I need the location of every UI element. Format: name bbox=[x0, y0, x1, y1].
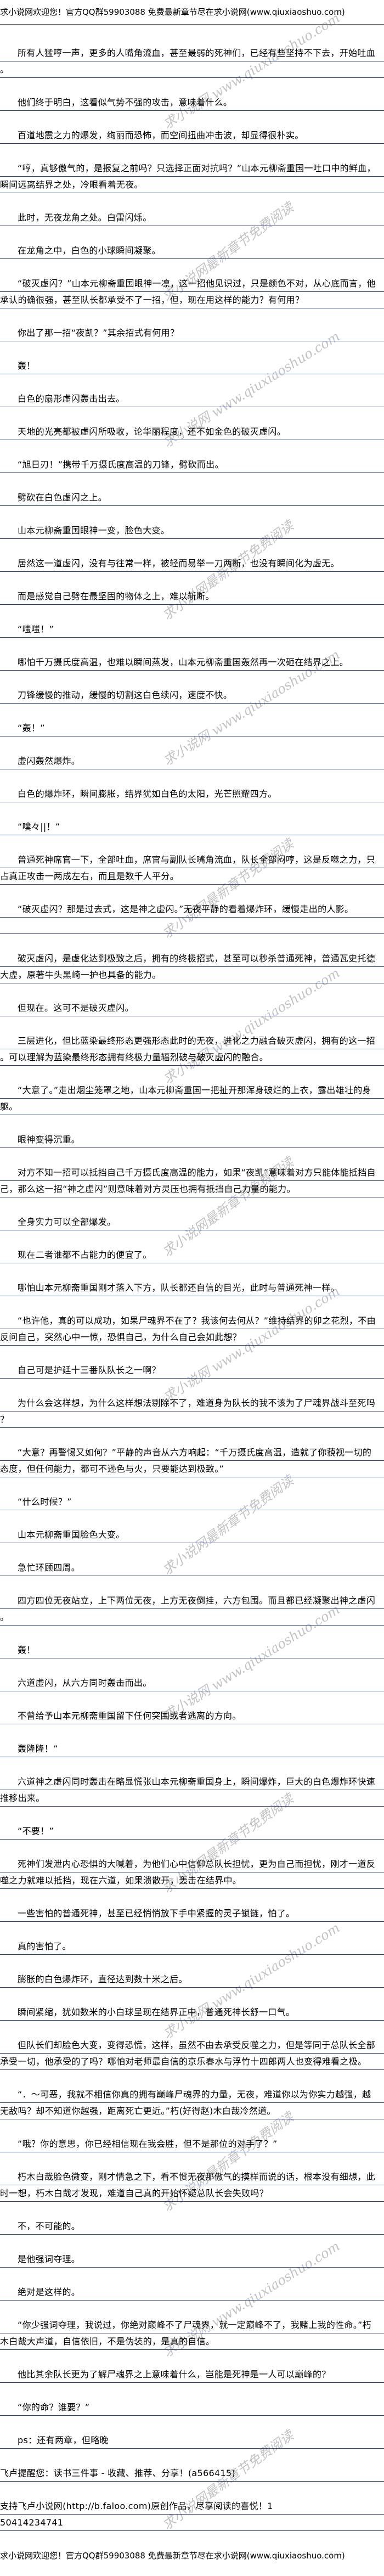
paragraph: 膨胀的白色爆炸环，直径达到数十米之后。 bbox=[0, 1971, 384, 1988]
site-welcome-footer: 求小说网欢迎您！官方QQ群59903088 免费最新章节尽在求小说网(www.q… bbox=[0, 2551, 345, 2561]
paragraph: 你出了那一招“夜凯？”其余招式有何用？ bbox=[0, 325, 384, 341]
paragraph: 轰隆隆！” bbox=[0, 1741, 384, 1757]
paragraph: “嗤嗤！” bbox=[0, 621, 384, 638]
paragraph: 在龙角之中，白色的小球瞬间凝聚。 bbox=[0, 243, 384, 259]
paragraph: “不要！” bbox=[0, 1823, 384, 1840]
paragraph: 他们终于明白，这看似气势不强的攻击，意味着什么。 bbox=[0, 94, 384, 111]
paragraph: 眼神变得沉重。 bbox=[0, 1132, 384, 1148]
paragraph: “破灭虚闪？那是过去式，这是神之虚闪。”无夜平静的看着爆炸环，缓慢走出的人影。 bbox=[0, 901, 384, 934]
paragraph: 普通死神席官一下，全部吐血，席官与副队长嘴角流血，队长全部闷哼，这是反噬之力，只… bbox=[0, 852, 384, 885]
paragraph: 六道虚闪，从六方同时轰击而出。 bbox=[0, 1675, 384, 1691]
paragraph: “哦？你的意思，你已经相信现在我会胜，但不是那位的对手了？” bbox=[0, 2136, 384, 2152]
paragraph: 居然这一道虚闪，没有与往常一样，被轻而易举一刀两断，也没有瞬间化为虚无。 bbox=[0, 555, 384, 572]
paragraph: 真的害怕了。 bbox=[0, 1938, 384, 1955]
paragraph: “破灭虚闪？”山本元柳斋重国眼神一凛，这一招他见识过，只是颜色不对，从心底而言，… bbox=[0, 275, 384, 308]
paragraph: 但现在。这可不是破灭虚闪。 bbox=[0, 1000, 384, 1016]
paragraph: 一些害怕的普通死神，甚至已经悄悄放下手中紧握的灵子锁链，怕了。 bbox=[0, 1905, 384, 1922]
paragraph: “旭日刃！”携带千万摄氏度高温的刀锋，劈砍而出。 bbox=[0, 457, 384, 473]
notice-line: 飞卢提醒您：读书三件事 - 收藏、推荐、分享！(a566415) bbox=[0, 2465, 384, 2482]
paragraph: 此时，无夜龙角之处。白雷闪烁。 bbox=[0, 210, 384, 226]
paragraph: 全身实力可以全部爆发。 bbox=[0, 1214, 384, 1230]
paragraph: 所有人猛哼一声，更多的人嘴角流血，甚至最弱的死神们，已经有些坚持不下去，开始吐血… bbox=[0, 45, 384, 78]
notice-line: 支持飞卢小说网(http://b.faloo.com)原创作品，尽享阅读的喜悦！… bbox=[0, 2498, 384, 2515]
paragraph: 急忙环顾四周。 bbox=[0, 1560, 384, 1576]
paragraph: 自己可是护廷十三番队队长之一啊？ bbox=[0, 1362, 384, 1379]
paragraph: 他比其余队长更为了解尸魂界之上意味着什么，岂能是死神是一人可以巅峰的？ bbox=[0, 2366, 384, 2383]
paragraph: 三层进化，但比蓝染最终形态更强形态此时的无夜，进化之力融合破灭虚闪，拥有的这一招… bbox=[0, 1033, 384, 1066]
paragraph: “哼，真够傲气的，是报复之前吗？只选择正面对抗吗？”山本元柳斋重国一吐口中的鲜血… bbox=[0, 160, 384, 193]
paragraph: 四方四位无夜站立，上下两位无夜，上方无夜倒挂，六方包围。而且都已经凝聚出神之虚闪… bbox=[0, 1593, 384, 1626]
paragraph: 白色的爆炸环，瞬间膨胀，结界犹如白色的太阳，光芒照耀四方。 bbox=[0, 786, 384, 802]
paragraph: 破灭虚闪，是虚化达到极致之后，拥有的终极招式，甚至可以秒杀普通死神，普通瓦史托德… bbox=[0, 950, 384, 983]
paragraph: 天地的光亮都被虚闪所吸收，论华丽程度，还不如金色的破灭虚闪。 bbox=[0, 424, 384, 440]
paragraph: “轰！” bbox=[0, 720, 384, 736]
paragraph: 哪怕千万摄氏度高温，也难以瞬间蒸发，山本元柳斋重国轰然再一次砸在结界之上。 bbox=[0, 654, 384, 671]
paragraph: 但队长们却脸色大变，变得恐慌，这样，虽然不由去承受反噬之力，但是等同于总队长全部… bbox=[0, 2037, 384, 2070]
paragraph: “也许他，真的可以成功，如果尸魂界不在了？我该何去何从？”维持结界的卯之花烈，不… bbox=[0, 1313, 384, 1346]
paragraph: “你的命？谁要？” bbox=[0, 2399, 384, 2416]
paragraph: 不，不可能的。 bbox=[0, 2218, 384, 2235]
paragraph: 轰！ bbox=[0, 358, 384, 374]
paragraph: 哪怕山本元柳斋重国刚才落入下方，队长都还自信的目光，此时与普通死神一样。 bbox=[0, 1280, 384, 1296]
paragraph: 是他强词夺理。 bbox=[0, 2251, 384, 2268]
paragraph: “大意了。”走出烟尘笼罩之地，山本元柳斋重国一把扯开那浑身破烂的上衣，露出雄壮的… bbox=[0, 1082, 384, 1115]
paragraph: 为什么会这样想，为什么这样想法剔除不了，难道身为队长的我不该为了尸魂界战斗至死吗… bbox=[0, 1395, 384, 1428]
notice-line: 50414234741 bbox=[0, 2515, 384, 2531]
paragraph: 不曾给予山本元柳斋重国留下任何突围或者逃离的方向。 bbox=[0, 1708, 384, 1724]
paragraph: 而是感觉自己劈在最坚固的物体之上，难以斩断。 bbox=[0, 588, 384, 605]
chapter-content: 所有人猛哼一声，更多的人嘴角流血，甚至最弱的死神们，已经有些坚持不下去，开始吐血… bbox=[0, 29, 384, 2531]
paragraph: “你少强词夺理，我说过，你绝对巅峰不了尸魂界，就一定巅峰不了，我赌上我的性命。”… bbox=[0, 2317, 384, 2350]
paragraph: 绝对是这样的。 bbox=[0, 2284, 384, 2301]
paragraph: 山本元柳斋重国脸色大变。 bbox=[0, 1527, 384, 1543]
paragraph: “大意？再警惕又如何？”平静的声音从六方响起：“千万摄氏度高温，造就了你藐视一切… bbox=[0, 1444, 384, 1477]
paragraph: 山本元柳斋重国眼神一变，脸色大变。 bbox=[0, 522, 384, 539]
paragraph: 劈砍在白色虚闪之上。 bbox=[0, 490, 384, 506]
paragraph: 朽木白哉脸色微变，刚才情急之下，看不惯无夜那傲气的摸样而说的话，根本没有细想，此… bbox=[0, 2169, 384, 2202]
paragraph: “．～可恶，我就不相信你真的拥有巅峰尸魂界的力量，无夜，难道你以为你实力越强，越… bbox=[0, 2086, 384, 2119]
paragraph: 现在二者谁都不占能力的便宜了。 bbox=[0, 1247, 384, 1263]
paragraph: ps：还有两章，但略晚 bbox=[0, 2432, 384, 2449]
paragraph: 死神们发泄内心恐惧的大喊着，为他们心中信仰总队长担忧，更为自己而担忧，刚才一道反… bbox=[0, 1856, 384, 1889]
paragraph: 轰！ bbox=[0, 1642, 384, 1658]
paragraph: 对方不知一招可以抵挡自己千万摄氏度高温的能力，如果“夜凯”意味着对方只能体能抵挡… bbox=[0, 1165, 384, 1197]
paragraph: 瞬间紧缩，犹如数米的小白球呈现在结界正中，普通死神长舒一口气。 bbox=[0, 2004, 384, 2021]
paragraph: 六道神之虚闪同时轰击在略显慌张山本元柳斋重国身上，瞬间爆炸，巨大的白色爆炸环快速… bbox=[0, 1774, 384, 1807]
paragraph: 百道地震之力的爆发，绚丽而恐怖，而空间扭曲冲击波，却显得很朴实。 bbox=[0, 127, 384, 144]
paragraph: “什么时候？” bbox=[0, 1494, 384, 1510]
paragraph: 虚闪轰然爆炸。 bbox=[0, 753, 384, 769]
site-welcome-banner: 求小说网欢迎您！官方QQ群59903088 免费最新章节尽在求小说网(www.q… bbox=[0, 0, 384, 25]
paragraph: 白色的扇形虚闪轰击出去。 bbox=[0, 391, 384, 407]
paragraph: “噗々||！” bbox=[0, 819, 384, 835]
paragraph: 刀锋缓慢的推动，缓慢的切割这白色续闪，速度不快。 bbox=[0, 687, 384, 704]
